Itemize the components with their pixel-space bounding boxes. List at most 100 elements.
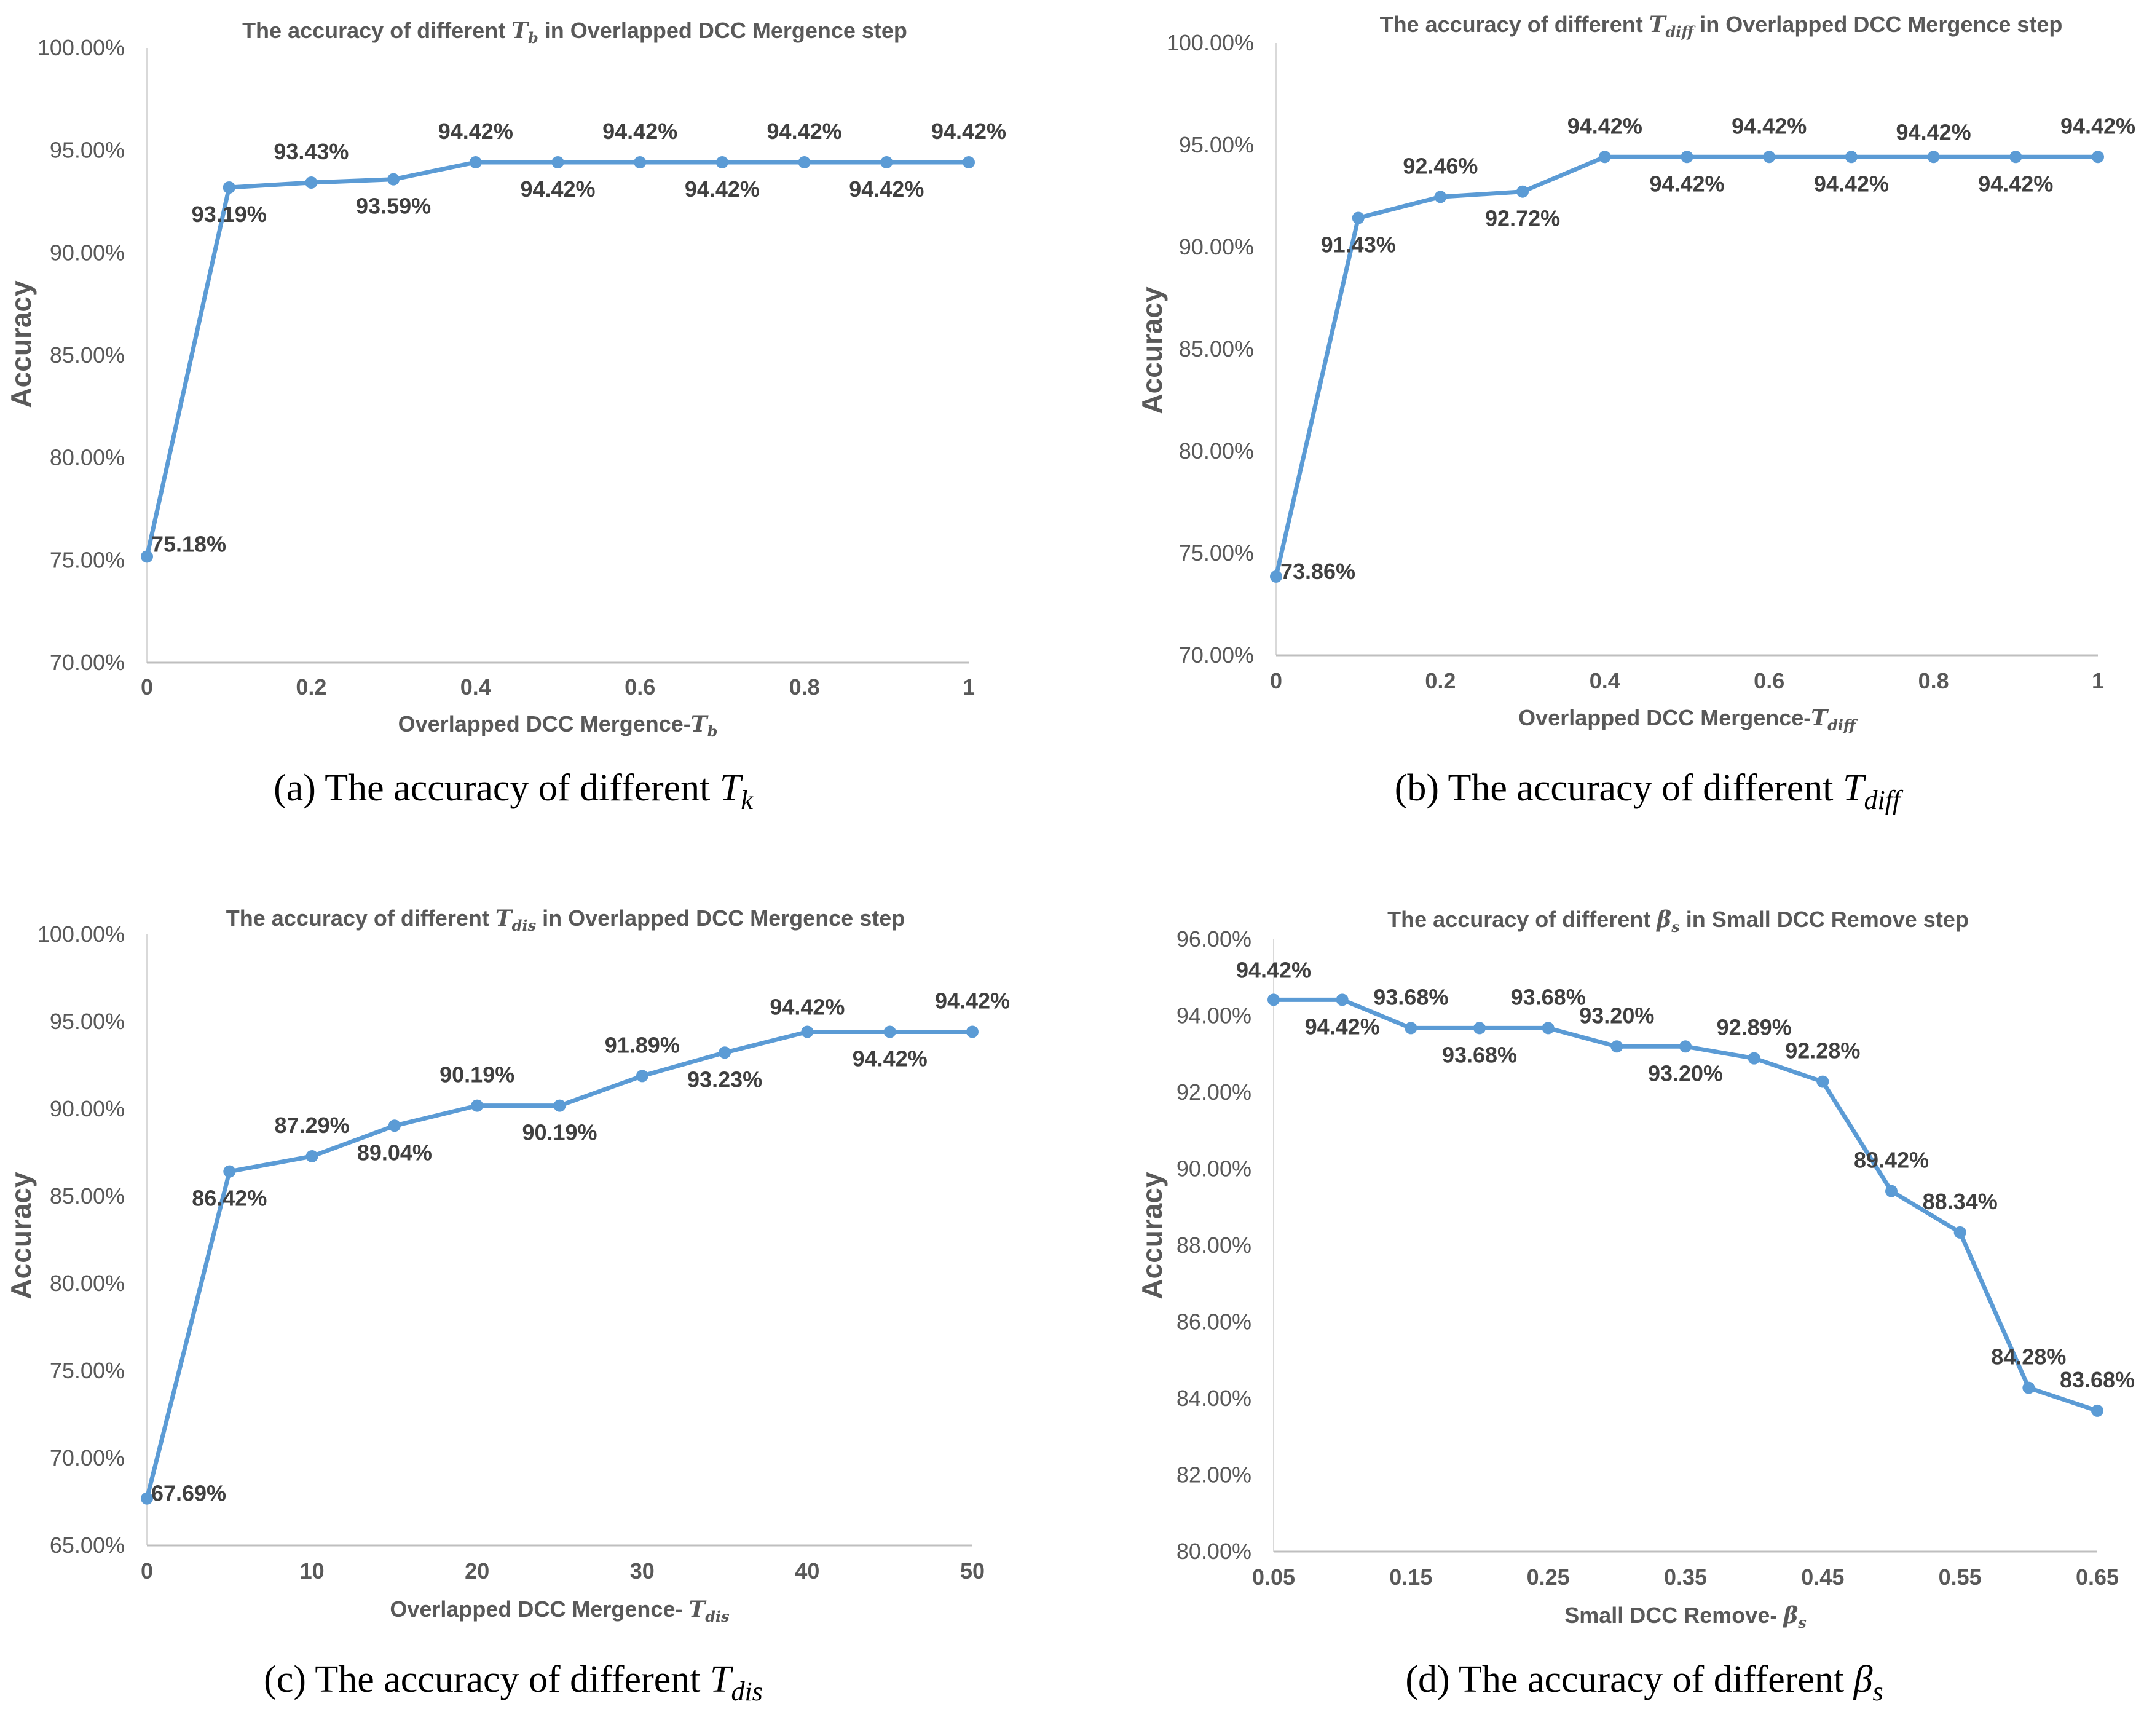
data-point xyxy=(1679,1040,1692,1053)
data-point xyxy=(636,1070,648,1083)
data-point xyxy=(634,156,647,168)
data-label: 90.19% xyxy=(439,1062,514,1087)
data-point xyxy=(1845,151,1858,164)
x-tick-label: 0.45 xyxy=(1801,1564,1844,1590)
y-tick-label: 90.00% xyxy=(1179,234,1254,259)
data-point xyxy=(1270,570,1282,583)
x-tick-label: 0.4 xyxy=(460,674,491,700)
data-point xyxy=(1516,185,1529,198)
y-tick-label: 86.00% xyxy=(1177,1309,1251,1335)
data-point xyxy=(1681,151,1693,164)
data-point xyxy=(1473,1022,1486,1035)
y-tick-label: 80.00% xyxy=(1179,438,1254,464)
data-point xyxy=(2092,151,2104,164)
data-label: 94.42% xyxy=(2060,113,2135,138)
data-label: 93.20% xyxy=(1648,1060,1723,1086)
data-label: 93.43% xyxy=(274,139,349,164)
data-point xyxy=(798,156,811,168)
x-tick-label: 0.2 xyxy=(296,674,326,700)
x-tick-label: 0 xyxy=(141,674,153,700)
y-tick-label: 90.00% xyxy=(50,240,125,265)
chart-title: The accuracy of different Tdis in Overla… xyxy=(226,905,905,934)
x-tick-label: 0.25 xyxy=(1527,1564,1570,1590)
x-tick-label: 0.8 xyxy=(1918,668,1949,693)
y-tick-label: 92.00% xyxy=(1177,1079,1251,1105)
chart-title: The accuracy of different Tb in Overlapp… xyxy=(242,18,907,47)
y-tick-label: 85.00% xyxy=(1179,336,1254,361)
x-tick-label: 0.8 xyxy=(789,674,820,700)
chart-panel-a: The accuracy of different Tb in Overlapp… xyxy=(5,18,1006,815)
y-tick-label: 94.00% xyxy=(1177,1003,1251,1028)
data-point xyxy=(2091,1404,2103,1417)
data-point xyxy=(471,1099,484,1112)
data-label: 94.42% xyxy=(853,1046,928,1071)
x-tick-label: 0.4 xyxy=(1590,668,1620,693)
data-label: 92.46% xyxy=(1403,153,1478,178)
data-label: 92.28% xyxy=(1785,1038,1860,1063)
y-tick-label: 70.00% xyxy=(50,650,125,675)
data-point xyxy=(1405,1022,1417,1035)
x-tick-label: 0.65 xyxy=(2076,1564,2119,1590)
x-tick-label: 30 xyxy=(630,1558,655,1584)
x-tick-label: 0 xyxy=(1270,668,1282,693)
data-point xyxy=(801,1025,814,1038)
data-point xyxy=(883,1025,896,1038)
y-tick-label: 70.00% xyxy=(1179,642,1254,668)
y-tick-label: 84.00% xyxy=(1177,1386,1251,1411)
data-point xyxy=(223,181,235,194)
data-label: 92.89% xyxy=(1717,1015,1792,1040)
series-line xyxy=(1274,154,2100,579)
data-point xyxy=(1748,1052,1760,1065)
chart-panel-c: The accuracy of different Tdis in Overla… xyxy=(5,905,1010,1706)
x-tick-label: 0.35 xyxy=(1664,1564,1707,1590)
data-point xyxy=(1598,151,1611,164)
data-label: 88.34% xyxy=(1923,1189,1998,1214)
data-label: 83.68% xyxy=(2060,1367,2135,1392)
x-axis-label: Small DCC Remove- βs xyxy=(1564,1603,1807,1631)
data-point xyxy=(553,1099,566,1112)
y-tick-label: 80.00% xyxy=(50,1271,125,1296)
x-tick-label: 0.6 xyxy=(625,674,655,700)
data-label: 94.42% xyxy=(849,176,924,202)
x-tick-label: 1 xyxy=(2092,668,2104,693)
data-point xyxy=(387,173,400,186)
data-label: 93.68% xyxy=(1511,984,1586,1009)
x-tick-label: 0.2 xyxy=(1425,668,1456,693)
x-tick-label: 0.6 xyxy=(1754,668,1784,693)
y-axis-label: Accuracy xyxy=(5,280,37,408)
data-label: 94.42% xyxy=(1236,957,1311,982)
data-point xyxy=(2022,1381,2035,1394)
y-tick-label: 95.00% xyxy=(50,1009,125,1034)
y-axis-label: Accuracy xyxy=(1136,1172,1168,1300)
data-label: 73.86% xyxy=(1280,559,1355,584)
data-point xyxy=(715,156,728,168)
y-tick-label: 100.00% xyxy=(37,35,125,60)
x-axis-label: Overlapped DCC Mergence- Tdis xyxy=(390,1596,730,1625)
y-tick-label: 65.00% xyxy=(50,1533,125,1558)
data-point xyxy=(1763,151,1776,164)
y-tick-label: 85.00% xyxy=(50,342,125,368)
y-tick-label: 90.00% xyxy=(50,1096,125,1121)
y-tick-label: 85.00% xyxy=(50,1183,125,1209)
data-point xyxy=(2009,151,2022,164)
data-point xyxy=(1352,211,1365,224)
y-tick-label: 80.00% xyxy=(50,445,125,470)
chart-title: The accuracy of different Tdiff in Overl… xyxy=(1380,12,2063,41)
y-tick-label: 82.00% xyxy=(1177,1462,1251,1488)
data-label: 94.42% xyxy=(770,994,845,1019)
data-point xyxy=(1816,1075,1829,1088)
data-label: 89.04% xyxy=(357,1140,432,1165)
y-tick-label: 75.00% xyxy=(50,547,125,572)
data-point xyxy=(1953,1226,1966,1239)
data-label: 94.42% xyxy=(1978,171,2053,196)
y-tick-label: 90.00% xyxy=(1177,1156,1251,1182)
x-axis-label: Overlapped DCC Mergence-Tb xyxy=(398,711,718,740)
y-tick-label: 70.00% xyxy=(50,1445,125,1470)
data-label: 94.42% xyxy=(438,119,513,144)
data-label: 87.29% xyxy=(275,1113,350,1138)
data-point xyxy=(1542,1022,1555,1035)
y-tick-label: 95.00% xyxy=(1179,132,1254,157)
data-label: 94.42% xyxy=(1567,113,1642,138)
data-point xyxy=(880,156,893,168)
data-label: 93.59% xyxy=(356,194,431,219)
